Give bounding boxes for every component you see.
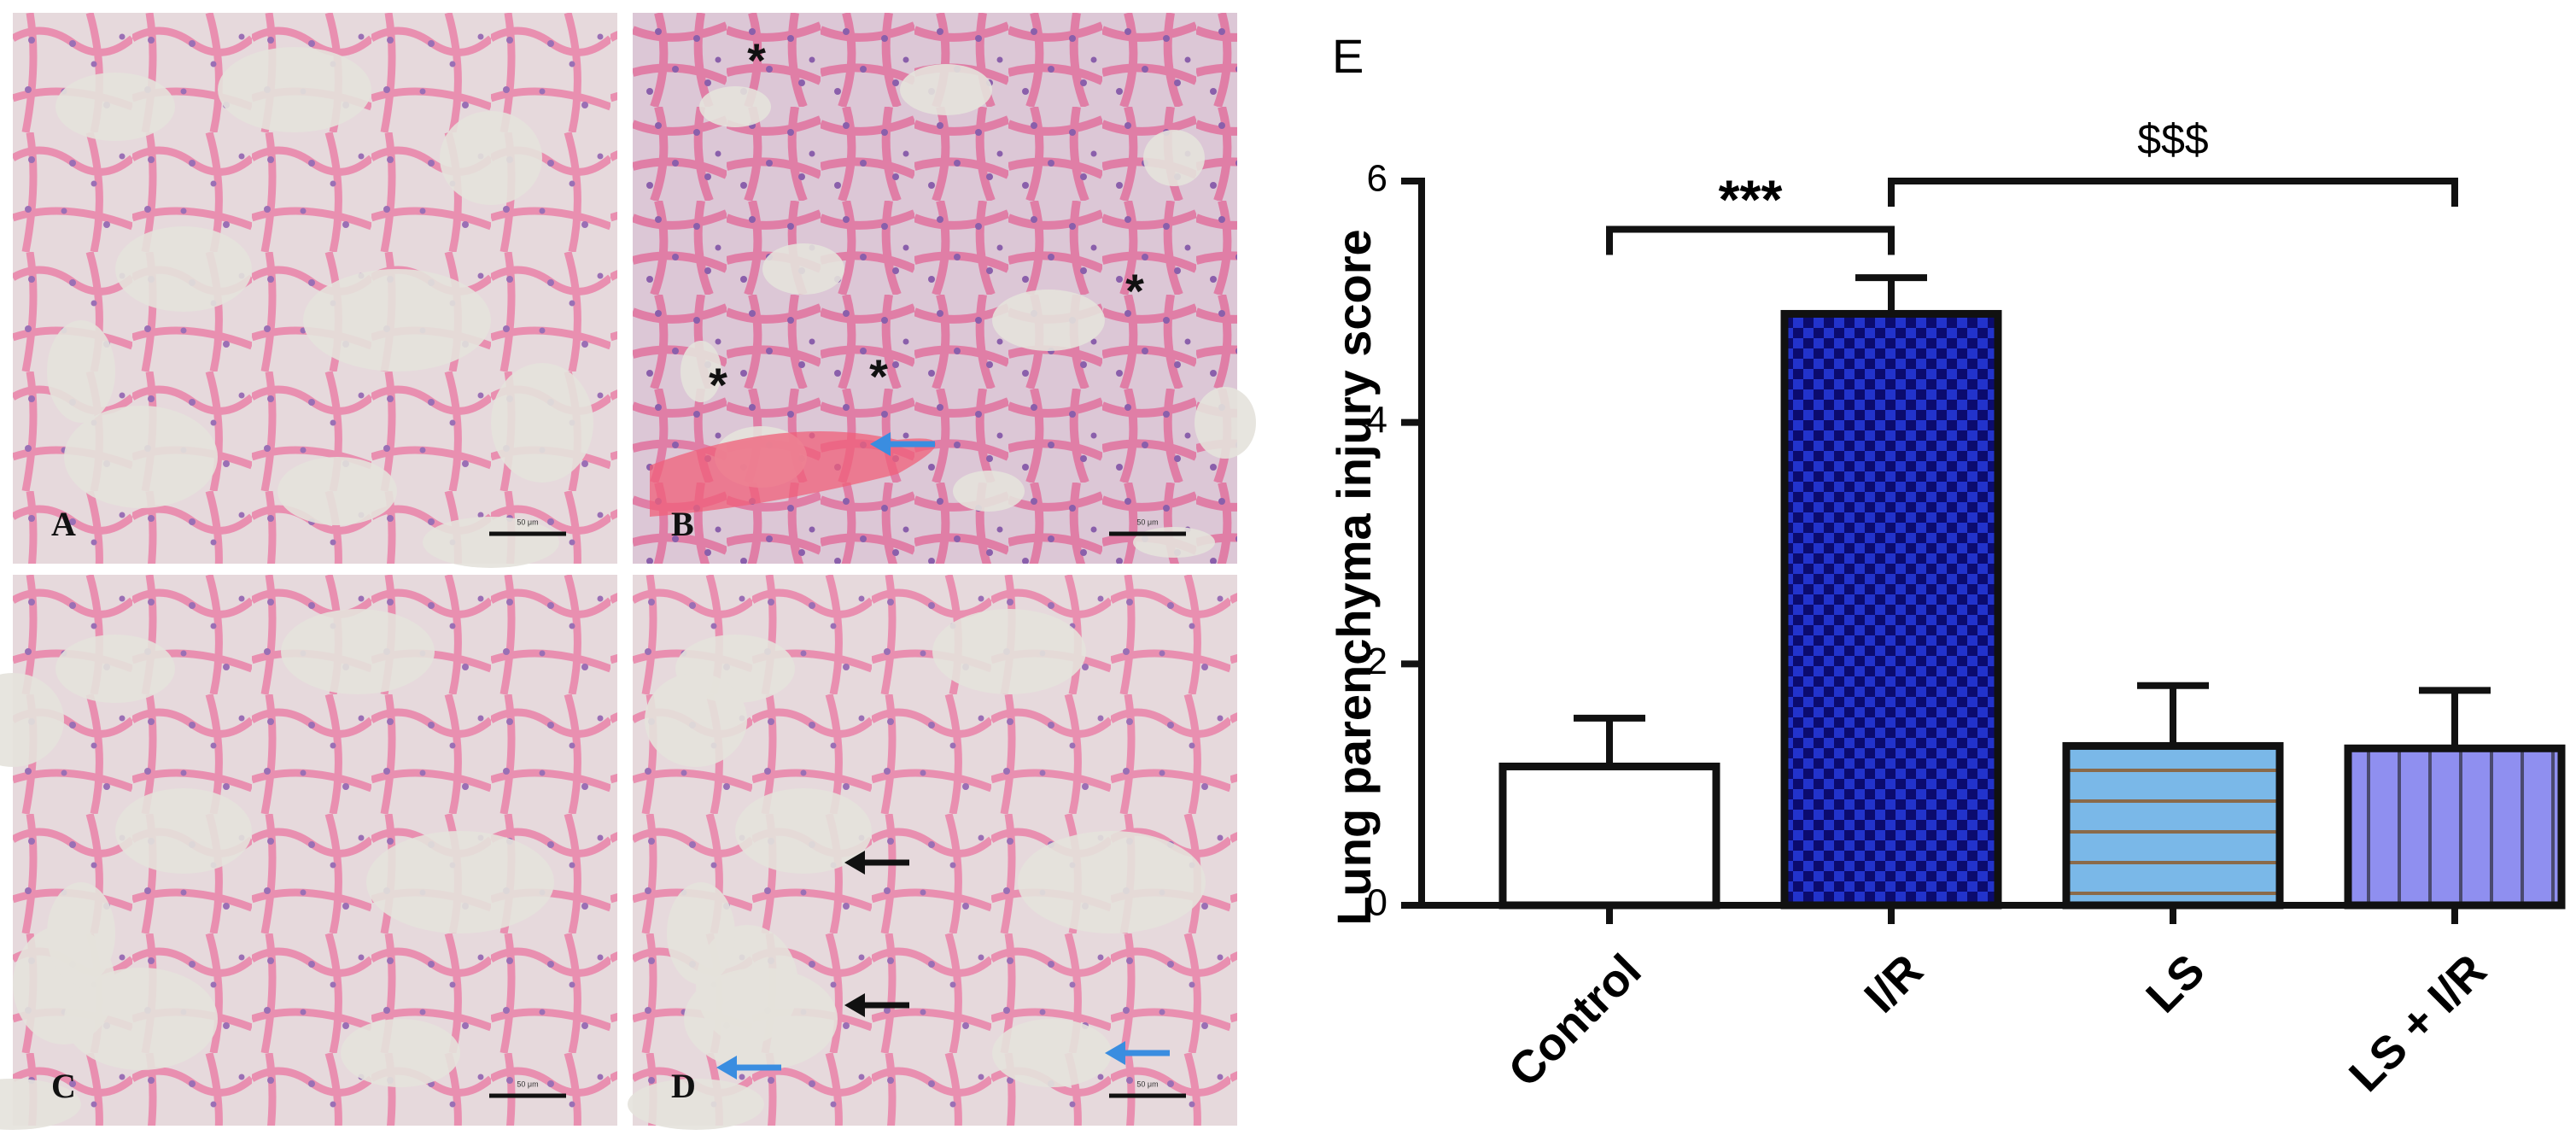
- alveolus: [1195, 387, 1256, 459]
- blue-arrow: [1105, 1041, 1125, 1065]
- scale-bar-label: 50 μm: [1136, 518, 1158, 526]
- x-tick-label: LS + I/R: [2339, 945, 2497, 1102]
- y-tick-label: 2: [1367, 641, 1387, 682]
- micrographs: A 50 μm B 50 μm * * * * C 50 μm D 50 μm: [0, 13, 1256, 1130]
- micrograph: C 50 μm: [0, 575, 617, 1130]
- x-tick-label: I/R: [1855, 945, 1932, 1022]
- panel-label: C: [51, 1067, 76, 1105]
- alveolus: [992, 290, 1105, 351]
- blue-arrow: [870, 432, 891, 456]
- panel-label: D: [671, 1067, 696, 1105]
- alveolus: [281, 609, 435, 694]
- alveolus: [55, 635, 175, 703]
- alveolus: [115, 226, 252, 312]
- alveolus: [1143, 130, 1205, 186]
- alveolus: [932, 609, 1086, 694]
- bar: [1780, 309, 2002, 910]
- alveolus: [341, 1019, 460, 1087]
- significance-bracket: [1606, 225, 1895, 255]
- scale-bar-label: 50 μm: [517, 1080, 538, 1088]
- alveolus: [366, 831, 554, 933]
- micrograph: B 50 μm * * * *: [633, 13, 1256, 564]
- alveolus: [762, 243, 844, 295]
- alveolus: [953, 471, 1025, 512]
- bar: [2344, 744, 2566, 910]
- blue-arrow: [716, 1056, 737, 1080]
- y-tick-label: 4: [1367, 399, 1387, 441]
- asterisk: *: [709, 358, 727, 412]
- alveolus: [218, 47, 371, 132]
- significance-label: $$$: [2137, 115, 2208, 163]
- alveolus: [992, 1019, 1112, 1087]
- alveolus: [491, 363, 593, 483]
- alveolus: [681, 341, 721, 402]
- alveolus: [423, 517, 559, 568]
- alveolus: [735, 788, 872, 874]
- y-tick-label: 0: [1367, 882, 1387, 924]
- alveolus: [55, 73, 175, 141]
- alveolus: [47, 882, 115, 985]
- scale-bar-label: 50 μm: [517, 518, 538, 526]
- alveolus: [115, 788, 252, 874]
- alveolus: [0, 673, 64, 767]
- alveolus: [0, 1079, 81, 1130]
- alveolus: [1018, 831, 1206, 933]
- panel-label: A: [51, 505, 76, 543]
- bar: [2062, 741, 2284, 910]
- asterisk: *: [869, 349, 888, 403]
- x-tick-label: Control: [1498, 945, 1650, 1097]
- asterisk: *: [1125, 264, 1144, 318]
- alveolus: [699, 86, 771, 127]
- significance-label: ***: [1719, 168, 1783, 230]
- alveolus: [440, 111, 542, 205]
- micrograph: A 50 μm: [13, 13, 617, 568]
- alveolus: [628, 1079, 764, 1130]
- alveolus: [47, 320, 115, 423]
- alveolus: [900, 64, 992, 115]
- alveolus: [277, 457, 397, 525]
- x-tick-label: LS: [2136, 945, 2214, 1022]
- black-arrow: [844, 993, 865, 1017]
- significance-bracket: [1888, 178, 2458, 207]
- asterisk: *: [747, 33, 766, 87]
- alveolus: [667, 882, 735, 985]
- alveolus: [684, 968, 838, 1070]
- y-tick-label: 6: [1367, 158, 1387, 200]
- alveolus: [64, 968, 218, 1070]
- hemorrhage: [650, 431, 936, 517]
- alveolus: [303, 269, 491, 372]
- black-arrow: [844, 851, 865, 875]
- alveolus: [1133, 527, 1215, 558]
- alveolus: [645, 673, 747, 767]
- panel-label: B: [671, 505, 694, 543]
- bar: [1498, 762, 1720, 910]
- y-axis-label: Lung parenchyma injury score: [1327, 229, 1381, 925]
- micrograph: D 50 μm: [628, 575, 1237, 1130]
- scale-bar-label: 50 μm: [1136, 1080, 1158, 1088]
- alveolus: [64, 406, 218, 508]
- panel-label: E: [1332, 29, 1364, 83]
